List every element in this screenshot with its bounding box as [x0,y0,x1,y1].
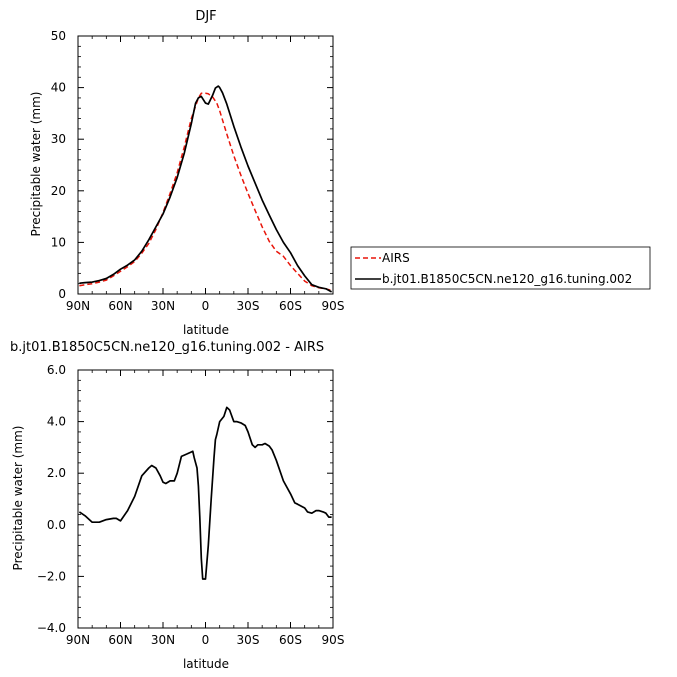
bottom-x-tick-label: 30N [151,633,175,647]
top-y-tick-label: 20 [51,184,66,198]
top-plot-frame [77,35,334,295]
legend: AIRS b.jt01.B1850C5CN.ne120_g16.tuning.0… [350,246,651,290]
bottom-y-tick-label: −4.0 [37,621,66,635]
top-y-tick-label: 10 [51,235,66,249]
top-panel: DJF 90N 60N 30N 0 30S 60S 90S 0 10 20 30 40 50 latit… [29,9,344,337]
top-x-tick-label: 60N [108,299,132,313]
top-ylabel: Precipitable water (mm) [29,92,43,237]
legend-label-model: b.jt01.B1850C5CN.ne120_g16.tuning.002 [382,272,632,286]
bottom-x-tick-label: 60S [279,633,302,647]
top-title: DJF [195,9,216,24]
bottom-y-tick-label: 0.0 [47,518,66,532]
bottom-x-tick-label: 90N [66,633,90,647]
top-series-line-1 [79,85,333,293]
legend-box [350,246,651,290]
bottom-x-tick-label: 30S [237,633,260,647]
bottom-y-tick-label: 4.0 [47,415,66,429]
bottom-x-tick-label: 90S [322,633,345,647]
bottom-x-tick-label: 60N [108,633,132,647]
bottom-y-tick-label: −2.0 [37,569,66,583]
bottom-x-tick-label: 0 [202,633,210,647]
bottom-y-tick-label: 2.0 [47,466,66,480]
top-series-line-0 [79,92,332,292]
bottom-plot-frame [77,369,334,629]
top-axes: 90N 60N 30N 0 30S 60S 90S 0 10 20 30 40 50 [51,29,345,313]
bottom-title: b.jt01.B1850C5CN.ne120_g16.tuning.002 - … [10,340,324,355]
top-x-tick-label: 30S [237,299,260,313]
top-series-group [79,85,333,293]
top-xlabel: latitude [183,323,229,337]
legend-label-airs: AIRS [382,251,410,265]
bottom-panel: b.jt01.B1850C5CN.ne120_g16.tuning.002 - … [10,340,344,671]
bottom-series-group [78,406,332,580]
bottom-y-tick-label: 6.0 [47,363,66,377]
top-y-tick-label: 0 [58,287,66,301]
top-x-tick-label: 60S [279,299,302,313]
top-x-tick-label: 30N [151,299,175,313]
top-y-tick-label: 50 [51,29,66,43]
bottom-xlabel: latitude [183,657,229,671]
bottom-ylabel: Precipitable water (mm) [11,426,25,571]
bottom-axes: 90N 60N 30N 0 30S 60S 90S −4.0 −2.0 0.0 2.0 4.0 6.0 [37,363,345,647]
top-x-tick-label: 90S [322,299,345,313]
top-y-tick-label: 30 [51,132,66,146]
bottom-series-line-0 [78,406,332,580]
top-x-tick-label: 90N [66,299,90,313]
top-x-tick-label: 0 [202,299,210,313]
top-y-tick-label: 40 [51,81,66,95]
